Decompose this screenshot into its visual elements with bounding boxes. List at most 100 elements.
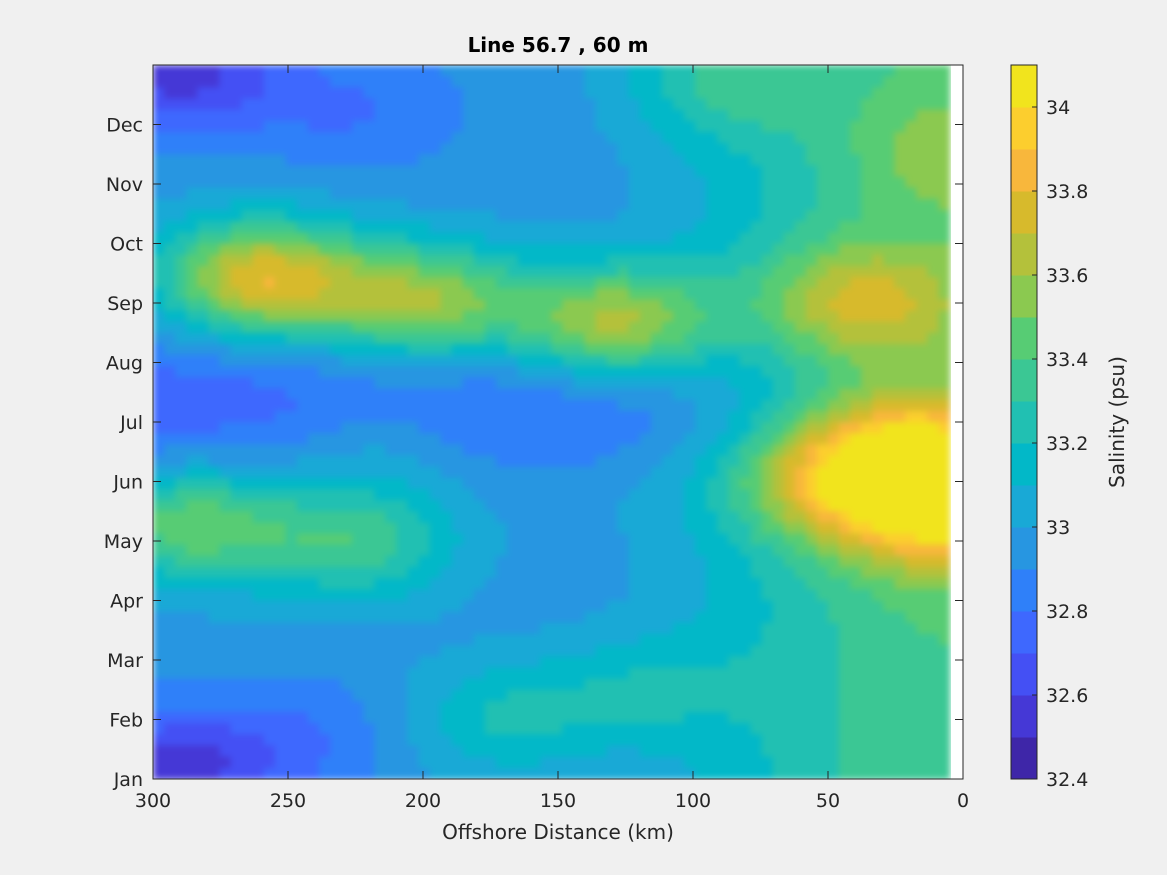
contour-cell bbox=[252, 377, 265, 390]
contour-cell bbox=[451, 288, 464, 301]
contour-cell bbox=[927, 332, 940, 345]
contour-cell bbox=[252, 511, 265, 524]
contour-cell bbox=[385, 611, 398, 624]
contour-cell bbox=[916, 388, 929, 401]
contour-cell bbox=[794, 165, 807, 178]
contour-cell bbox=[606, 399, 619, 412]
contour-cell bbox=[684, 343, 696, 356]
contour-cell bbox=[938, 243, 951, 256]
contour-cell bbox=[827, 187, 840, 200]
contour-cell bbox=[363, 477, 376, 490]
contour-cell bbox=[219, 176, 232, 189]
contour-cell bbox=[794, 578, 807, 591]
contour-cell bbox=[849, 466, 862, 479]
contour-cell bbox=[772, 533, 785, 546]
contour-cell bbox=[872, 377, 884, 390]
contour-cell bbox=[529, 120, 541, 133]
contour-cell bbox=[385, 522, 398, 535]
contour-cell bbox=[805, 544, 818, 557]
contour-cell bbox=[816, 689, 829, 702]
contour-cell bbox=[285, 355, 298, 368]
contour-cell bbox=[872, 343, 884, 356]
contour-cell bbox=[352, 310, 364, 323]
contour-cell bbox=[263, 522, 276, 535]
contour-cell bbox=[872, 756, 884, 769]
contour-cell bbox=[794, 555, 807, 568]
contour-cell bbox=[894, 410, 907, 423]
contour-cell bbox=[330, 165, 342, 178]
contour-cell bbox=[827, 500, 840, 513]
contour-cell bbox=[186, 544, 199, 557]
contour-cell bbox=[728, 500, 741, 513]
contour-cell bbox=[827, 544, 840, 557]
contour-cell bbox=[230, 154, 243, 167]
contour-cell bbox=[208, 712, 221, 725]
contour-cell bbox=[695, 243, 707, 256]
contour-cell bbox=[529, 633, 541, 646]
contour-cell bbox=[241, 522, 254, 535]
contour-cell bbox=[307, 700, 320, 713]
contour-cell bbox=[816, 555, 829, 568]
contour-cell bbox=[374, 243, 387, 256]
contour-cell bbox=[761, 656, 774, 669]
contour-cell bbox=[318, 745, 331, 758]
contour-cell bbox=[429, 76, 442, 89]
contour-cell bbox=[816, 143, 829, 156]
contour-cell bbox=[208, 477, 221, 490]
contour-cell bbox=[617, 65, 630, 77]
contour-cell bbox=[927, 388, 940, 401]
contour-cell bbox=[197, 232, 210, 245]
contour-cell bbox=[164, 488, 176, 501]
contour-cell bbox=[861, 533, 873, 546]
contour-cell bbox=[861, 65, 873, 77]
contour-cell bbox=[739, 243, 752, 256]
contour-cell bbox=[484, 176, 497, 189]
contour-cell bbox=[318, 187, 331, 200]
contour-cell bbox=[153, 321, 165, 334]
contour-cell bbox=[639, 221, 652, 234]
contour-cell bbox=[429, 232, 442, 245]
contour-cell bbox=[341, 399, 353, 412]
contour-cell bbox=[274, 210, 287, 222]
contour-cell bbox=[717, 444, 730, 457]
contour-cell bbox=[440, 600, 453, 613]
contour-cell bbox=[728, 187, 741, 200]
contour-cell bbox=[230, 210, 243, 222]
contour-cell bbox=[374, 377, 387, 390]
contour-cell bbox=[684, 120, 696, 133]
contour-cell bbox=[296, 276, 309, 289]
contour-cell bbox=[518, 332, 530, 345]
contour-cell bbox=[894, 399, 907, 412]
contour-cell bbox=[385, 410, 398, 423]
contour-cell bbox=[396, 232, 409, 245]
contour-cell bbox=[894, 210, 907, 222]
contour-cell bbox=[717, 555, 730, 568]
contour-cell bbox=[330, 221, 342, 234]
contour-cell bbox=[606, 355, 619, 368]
contour-cell bbox=[816, 288, 829, 301]
contour-cell bbox=[739, 589, 752, 602]
contour-cell bbox=[186, 265, 199, 278]
contour-cell bbox=[927, 622, 940, 635]
contour-cell bbox=[495, 444, 508, 457]
contour-cell bbox=[783, 633, 796, 646]
contour-cell bbox=[573, 756, 586, 769]
contour-cell bbox=[285, 210, 298, 222]
contour-cell bbox=[318, 343, 331, 356]
contour-cell bbox=[761, 522, 774, 535]
contour-cell bbox=[617, 366, 630, 379]
contour-cell bbox=[440, 355, 453, 368]
contour-cell bbox=[285, 578, 298, 591]
contour-cell bbox=[484, 745, 497, 758]
contour-cell bbox=[750, 433, 763, 446]
contour-cell bbox=[451, 488, 464, 501]
contour-cell bbox=[407, 600, 420, 613]
contour-cell bbox=[186, 109, 199, 122]
contour-cell bbox=[507, 645, 519, 658]
contour-cell bbox=[672, 645, 685, 658]
contour-cell bbox=[197, 76, 210, 89]
contour-cell bbox=[374, 533, 387, 546]
contour-cell bbox=[883, 567, 895, 579]
contour-cell bbox=[473, 633, 486, 646]
contour-cell bbox=[794, 645, 807, 658]
